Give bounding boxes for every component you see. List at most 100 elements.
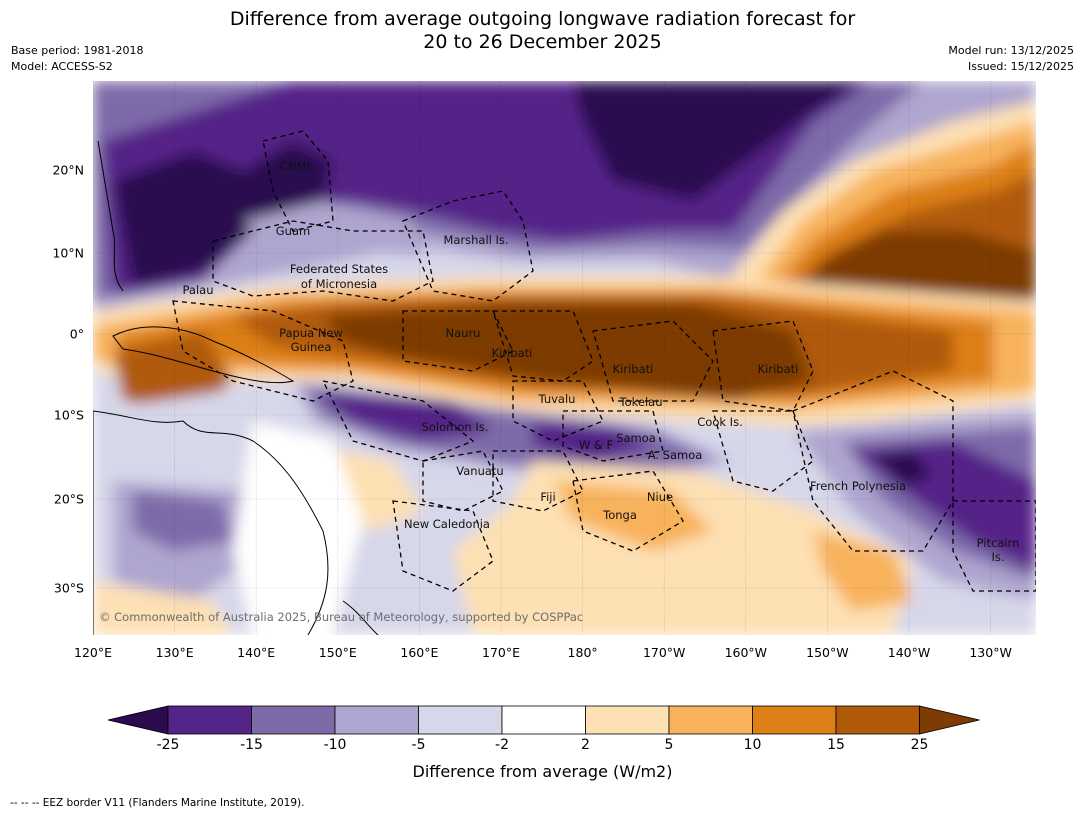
copyright-notice: © Commonwealth of Australia 2025, Bureau… (99, 610, 584, 624)
latitude-tick-label: 30°S (53, 580, 84, 596)
longitude-tick-label: 180° (567, 645, 598, 660)
eez-border-cnmi (262, 130, 334, 232)
label-new-caledonia: New Caledonia (404, 517, 490, 531)
longitude-tick-label: 150°E (318, 645, 357, 660)
coastlines (93, 140, 379, 635)
eez-border-marshall (402, 190, 534, 302)
colorbar-extend-low (107, 705, 169, 735)
model-run: Model run: 13/12/2025 (948, 44, 1074, 57)
label-niue: Niue (646, 490, 674, 504)
colorbar-segment (668, 705, 753, 735)
colorbar-tick-label: -10 (323, 737, 347, 753)
model-name: Model: ACCESS-S2 (11, 60, 113, 73)
colorbar-segment (585, 705, 670, 735)
colorbar-segment (835, 705, 920, 735)
eez-border-kiribati-e (712, 320, 814, 412)
base-period: Base period: 1981-2018 (11, 44, 144, 57)
label-cook-islands: Cook Is. (697, 415, 743, 429)
latitude-tick-label: 10°S (53, 407, 84, 423)
label-kiribati-west: Kiribati (491, 346, 533, 360)
contour-fill-south-east-p5 (813, 531, 913, 611)
colorbar-tick-label: -5 (411, 737, 426, 753)
label-solomon-islands: Solomon Is. (421, 420, 489, 434)
colorbar-tick-label: 10 (743, 737, 762, 753)
label-kiribati-central: Kiribati (612, 362, 654, 376)
contour-fill-samoa (533, 421, 653, 461)
map-title-line-2: 20 to 26 December 2025 (423, 31, 662, 53)
longitude-tick-label: 120°E (73, 645, 113, 660)
label-palau: Palau (182, 283, 214, 297)
eez-border-vanuatu (422, 450, 504, 512)
label-tonga: Tonga (603, 508, 637, 522)
label-nauru: Nauru (445, 326, 481, 340)
eez-border-solomon (321, 380, 475, 462)
coastline-australia (93, 410, 329, 635)
contour-fill-sw-p2 (93, 581, 233, 635)
issued-date: Issued: 15/12/2025 (967, 60, 1074, 73)
latitude-tick-label: 10°N (52, 245, 84, 261)
eez-border-samoa (562, 410, 664, 462)
longitude-tick-label: 150°W (806, 645, 849, 660)
eez-border-fsm (212, 220, 434, 302)
label-png-line-1: Papua New (279, 326, 343, 340)
eez-legend-note: -- -- -- EEZ border V11 (Flanders Marine… (10, 797, 305, 809)
contour-fill-eq-core (323, 303, 813, 401)
label-cnmi: CNMI (280, 159, 310, 173)
anomaly-contour-fills (93, 81, 1036, 635)
coastline-new-guinea (112, 326, 295, 384)
longitude-tick-label: 160°W (724, 645, 768, 660)
colorbar-segment (167, 705, 252, 735)
longitude-tick-label: 130°E (155, 645, 194, 660)
contour-fill-tonga-p5 (553, 481, 713, 551)
longitude-tick-label: 140°W (887, 645, 931, 660)
eez-border-pitcairn (952, 500, 1036, 592)
colorbar-segment (334, 705, 419, 735)
latitude-tick-label: 0° (69, 326, 84, 342)
colorbar-tick-label: 25 (910, 737, 929, 753)
label-fiji: Fiji (540, 490, 556, 504)
olr-anomaly-map: CNMI Guam Marshall Is. Federated States … (93, 81, 1036, 635)
label-wallis-futuna: W & F (578, 438, 614, 452)
contour-fill-guam-tongue (243, 201, 423, 256)
contour-fill-se-core (873, 451, 933, 486)
eez-borders (172, 130, 1036, 592)
graticule (93, 81, 1036, 635)
coastline-philippines (97, 140, 124, 292)
contour-fill-png-orange (113, 331, 233, 411)
colorbar-tick-label: -15 (240, 737, 263, 753)
contour-fill-tasman-m15 (133, 491, 233, 551)
eez-border-cook (712, 410, 814, 492)
colorbar-extend-high (919, 705, 980, 735)
label-pitcairn-line-2: Is. (991, 550, 1005, 564)
colorbar-tick-label: 2 (581, 737, 590, 753)
longitude-tick-label: 170°E (481, 645, 521, 660)
eez-border-tuvalu (512, 380, 604, 442)
eez-border-kiribati-c (592, 320, 714, 402)
longitude-tick-label: 160°E (400, 645, 439, 660)
colorbar-segment (501, 705, 586, 735)
colorbar-tick-label: -2 (495, 737, 509, 753)
eez-border-kiribati-w (492, 310, 594, 382)
colorbar-segment (251, 705, 336, 735)
contour-fill-australia-neutral (233, 421, 363, 635)
label-vanuatu: Vanuatu (456, 464, 504, 478)
label-png-line-2: Guinea (290, 340, 332, 354)
label-fsm-line-1: Federated States (289, 262, 389, 276)
colorbar-tick-label: -25 (156, 737, 180, 753)
colorbar-segment (418, 705, 503, 735)
label-kiribati-east: Kiribati (757, 362, 799, 376)
longitude-tick-label: 140°E (237, 645, 276, 660)
label-pitcairn-line-1: Pitcairn (976, 536, 1020, 550)
label-guam: Guam (275, 224, 311, 238)
latitude-tick-label: 20°S (53, 491, 84, 507)
label-american-samoa: A. Samoa (647, 448, 703, 462)
longitude-tick-label: 170°W (642, 645, 686, 660)
colorbar-title: Difference from average (W/m2) (412, 762, 673, 781)
latitude-tick-label: 20°N (52, 162, 84, 178)
eez-border-frpoly (792, 370, 954, 552)
eez-border-fiji (492, 450, 584, 512)
contour-fill-north-core-2 (573, 81, 863, 201)
label-tokelau: Tokelau (619, 395, 663, 409)
colorbar-segment (752, 705, 837, 735)
eez-border-tonga (572, 470, 684, 552)
